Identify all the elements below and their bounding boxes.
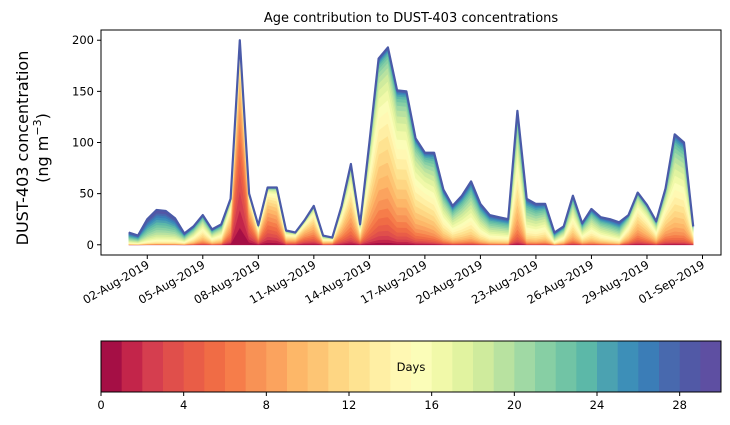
colorbar-swatch: [617, 341, 639, 392]
colorbar-frame: [100, 340, 722, 393]
colorbar-tick-label: 16: [424, 398, 439, 412]
chart-title: Age contribution to DUST-403 concentrati…: [264, 11, 559, 26]
colorbar-swatch: [576, 341, 598, 392]
colorbar-swatch: [679, 341, 701, 392]
colorbar-swatch: [142, 341, 164, 392]
colorbar-swatch: [700, 341, 722, 392]
colorbar-swatch: [163, 341, 185, 392]
colorbar-swatch: [535, 341, 557, 392]
y-axis-label-line2: (ng m−3): [31, 113, 52, 183]
colorbar-swatch: [183, 341, 205, 392]
y-axis-label-line1: DUST-403 concentration: [13, 51, 32, 246]
colorbar-swatch: [266, 341, 288, 392]
y-axis-label-unit: (ng m: [33, 136, 52, 183]
colorbar-swatch: [101, 341, 123, 392]
colorbar: 0 4 8 12 16 20 24 28: [97, 340, 722, 412]
colorbar-swatch: [659, 341, 681, 392]
colorbar-swatch: [555, 341, 577, 392]
colorbar-swatch: [307, 341, 329, 392]
colorbar-label: Days: [397, 360, 426, 374]
colorbar-swatch: [287, 341, 309, 392]
colorbar-tick-label: 24: [590, 398, 605, 412]
colorbar-swatch: [121, 341, 143, 392]
colorbar-swatch: [431, 341, 453, 392]
plot-area: [128, 39, 695, 246]
colorbar-tick-label: 12: [342, 398, 357, 412]
colorbar-swatch: [411, 341, 433, 392]
colorbar-tick-label: 4: [180, 398, 187, 412]
colorbar-swatch: [328, 341, 350, 392]
colorbar-swatch: [390, 341, 412, 392]
colorbar-tick-label: 0: [97, 398, 104, 412]
colorbar-swatch: [473, 341, 495, 392]
colorbar-swatch: [349, 341, 371, 392]
colorbar-swatch: [245, 341, 267, 392]
y-tick-label: 200: [72, 33, 94, 47]
y-axis-label-close: ): [33, 113, 52, 119]
y-tick-label: 0: [87, 238, 94, 252]
colorbar-swatch: [452, 341, 474, 392]
x-axis: 02-Aug-201905-Aug-201908-Aug-201911-Aug-…: [80, 255, 707, 307]
y-tick-label: 150: [72, 84, 94, 98]
colorbar-swatch: [514, 341, 536, 392]
colorbar-swatch: [493, 341, 515, 392]
colorbar-swatch: [597, 341, 619, 392]
y-tick-label: 100: [72, 136, 94, 150]
colorbar-tick-label: 8: [263, 398, 270, 412]
colorbar-swatch: [225, 341, 247, 392]
colorbar-swatch: [204, 341, 226, 392]
colorbar-tick-label: 28: [672, 398, 687, 412]
y-tick-label: 50: [79, 187, 94, 201]
colorbar-tick-label: 20: [507, 398, 522, 412]
colorbar-swatch: [638, 341, 660, 392]
colorbar-swatch: [369, 341, 391, 392]
y-axis-label-exponent: −3: [31, 119, 44, 135]
y-axis: 0 50 100 150 200: [72, 33, 101, 252]
total-outline: [128, 39, 695, 239]
